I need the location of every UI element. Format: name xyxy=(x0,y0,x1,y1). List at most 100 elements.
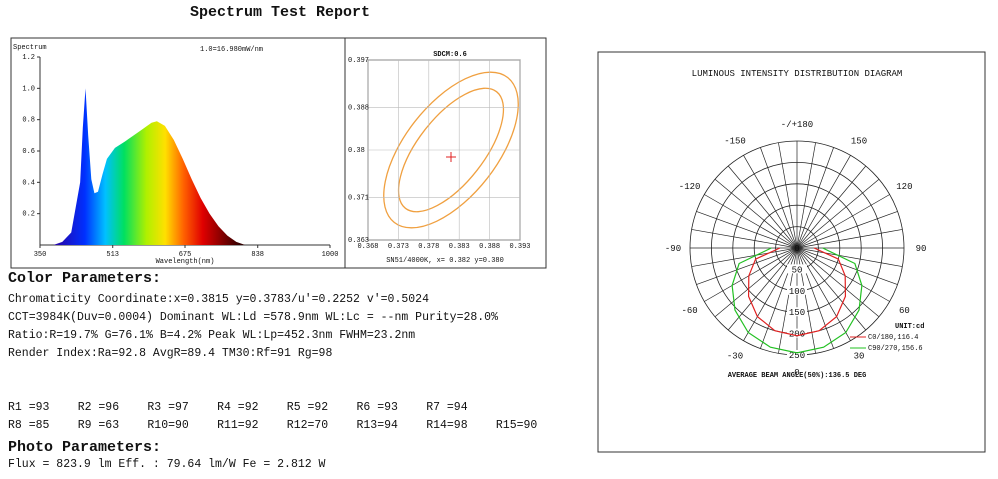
polar-frame xyxy=(597,51,986,453)
r-origin: 0 xyxy=(794,244,799,254)
y-tick-label: 1.0 xyxy=(22,85,35,93)
spoke xyxy=(743,155,798,249)
x-tick-label: 513 xyxy=(106,251,119,259)
polar-title: LUMINOUS INTENSITY DISTRIBUTION DIAGRAM xyxy=(692,69,903,79)
x-tick-label: 0.393 xyxy=(509,243,530,251)
legend-entry: C90/270,156.6 xyxy=(868,345,923,353)
rendering-index: R14=98 xyxy=(426,419,468,432)
label-bg xyxy=(787,328,807,338)
spoke xyxy=(796,211,898,249)
intensity-curve xyxy=(747,247,847,337)
parameter-line: CCT=3984K(Duv=0.0004) Dominant WL:Ld =57… xyxy=(8,311,498,324)
angle-label: 120 xyxy=(896,182,912,192)
angle-label: 60 xyxy=(899,306,910,316)
y-tick-label: 0.363 xyxy=(348,237,369,245)
y-tick-label: 1.2 xyxy=(22,54,35,62)
x-tick-label: 0.373 xyxy=(388,243,409,251)
angle-label: 0 xyxy=(794,368,799,378)
report-title: Spectrum Test Report xyxy=(190,4,370,21)
spoke xyxy=(796,165,867,249)
spoke xyxy=(796,194,890,249)
angle-label: -90 xyxy=(665,244,681,254)
rendering-index: R4 =92 xyxy=(217,401,259,414)
spoke xyxy=(691,247,798,267)
rendering-index: R9 =63 xyxy=(78,419,120,432)
angle-label: -30 xyxy=(727,351,743,361)
spoke xyxy=(796,155,851,249)
spoke xyxy=(796,247,890,302)
angle-label: -/+180 xyxy=(781,120,813,130)
label-bg xyxy=(787,264,807,274)
label-bg xyxy=(787,285,807,295)
legend-entry: C0/180,116.4 xyxy=(868,334,918,342)
angle-label: -120 xyxy=(679,182,701,192)
color-heading: Color Parameters: xyxy=(8,270,161,287)
rendering-index: R12=70 xyxy=(287,419,329,432)
rendering-index: R8 =85 xyxy=(8,419,50,432)
angle-label: 30 xyxy=(854,351,865,361)
spoke xyxy=(696,211,798,249)
photo-line: Flux = 823.9 lm Eff. : 79.64 lm/W Fe = 2… xyxy=(8,458,326,471)
x-axis-label: Wavelength(nm) xyxy=(156,258,215,266)
spoke xyxy=(704,247,798,302)
r-tick-label: 150 xyxy=(789,308,805,318)
chart-frame xyxy=(10,37,547,269)
test-point xyxy=(446,152,456,162)
y-tick-label: 0.4 xyxy=(22,179,35,187)
rendering-index: R6 =93 xyxy=(357,401,399,414)
y-tick-label: 0.397 xyxy=(348,57,369,65)
rendering-index: R1 =93 xyxy=(8,401,50,414)
r-tick-label: 100 xyxy=(789,287,805,297)
parameter-line: Chromaticity Coordinate:x=0.3815 y=0.378… xyxy=(8,293,429,306)
x-tick-label: 0.378 xyxy=(418,243,439,251)
unit: UNIT:cd xyxy=(895,323,924,331)
y-tick-label: 0.371 xyxy=(348,195,369,203)
y-tick-label: 0.388 xyxy=(348,105,369,113)
spoke xyxy=(727,165,798,249)
x-tick-label: 0.388 xyxy=(479,243,500,251)
spectrum-label: Spectrum xyxy=(13,44,47,52)
y-tick-label: 0.8 xyxy=(22,117,35,125)
spoke xyxy=(760,147,798,249)
rendering-index: R7 =94 xyxy=(426,401,468,414)
spoke xyxy=(714,247,798,318)
spoke xyxy=(743,247,798,341)
rendering-index: R11=92 xyxy=(217,419,259,432)
spoke xyxy=(796,247,851,341)
spoke xyxy=(796,247,880,318)
spoke xyxy=(727,247,798,331)
rendering-index: R13=94 xyxy=(357,419,399,432)
rendering-index: R2 =96 xyxy=(78,401,120,414)
x-tick-label: 0.383 xyxy=(449,243,470,251)
parameter-line: Render Index:Ra=92.8 AvgR=89.4 TM30:Rf=9… xyxy=(8,347,332,360)
y-tick-label: 0.6 xyxy=(22,148,35,156)
rendering-index: R15=90 xyxy=(496,419,538,432)
angle-label: 90 xyxy=(916,244,927,254)
x-tick-label: 0.368 xyxy=(357,243,378,251)
y-tick-label: 0.38 xyxy=(348,147,365,155)
spoke xyxy=(704,194,798,249)
r-tick-label: 200 xyxy=(789,330,805,340)
angle-label: -150 xyxy=(724,137,746,147)
y-tick-label: 0.2 xyxy=(22,211,35,219)
rendering-index: R10=90 xyxy=(147,419,189,432)
label-bg xyxy=(787,307,807,317)
spoke xyxy=(691,229,798,249)
scale-note: 1.0=16.980mW/nm xyxy=(200,46,263,54)
spoke xyxy=(796,147,834,249)
sdcm-ellipses xyxy=(383,71,519,229)
spoke xyxy=(796,247,898,285)
label-bg xyxy=(787,350,807,359)
spectrum-area xyxy=(53,88,246,245)
spoke xyxy=(796,178,880,249)
x-tick-label: 350 xyxy=(34,251,47,259)
angle-label: -60 xyxy=(682,306,698,316)
sdcm-note: SN51/4000K, x= 0.382 y=0.380 xyxy=(386,257,504,265)
spoke xyxy=(796,247,903,267)
parameter-line: Ratio:R=19.7% G=76.1% B=4.2% Peak WL:Lp=… xyxy=(8,329,415,342)
spoke xyxy=(796,142,816,249)
x-tick-label: 838 xyxy=(251,251,264,259)
rendering-index: R5 =92 xyxy=(287,401,329,414)
